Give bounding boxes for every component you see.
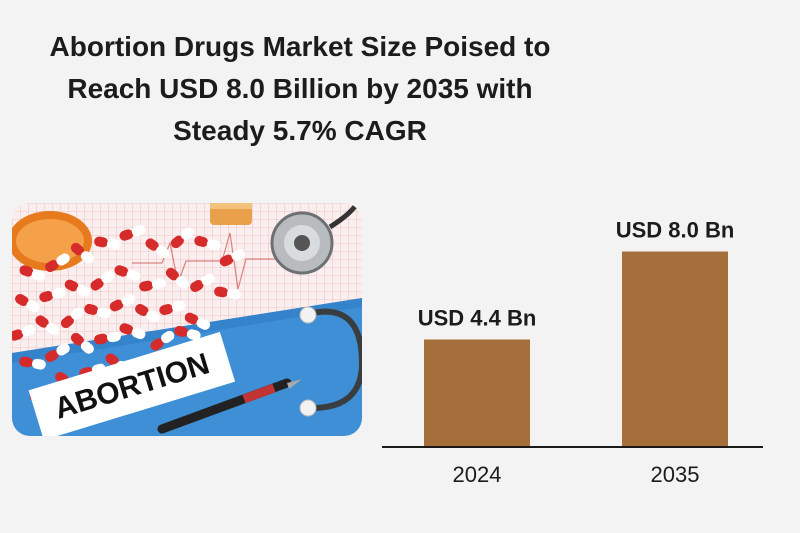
pill-capsule [90, 270, 115, 291]
pill-capsule [190, 273, 215, 292]
pill-capsule [45, 343, 70, 362]
bar-chart: USD 4.4 Bn 2024 USD 8.0 Bn 2035 [370, 100, 790, 520]
pill-capsule [219, 249, 246, 267]
pill-capsule [60, 307, 84, 329]
pill-capsule [39, 287, 66, 303]
pill-capsule [114, 265, 141, 282]
bar-2035 [622, 251, 728, 447]
abortion-pills-photo: ABORTION [12, 203, 362, 436]
x-tick-label-2024: 2024 [453, 462, 502, 487]
pill-bottle-icon [12, 203, 252, 271]
title-line-2: Reach USD 8.0 Billion by 2035 with [67, 73, 533, 104]
pill-capsule [94, 236, 121, 250]
pill-capsule [45, 253, 70, 272]
pill-capsule [135, 304, 160, 323]
pill-capsule [19, 356, 46, 370]
pill-capsule [139, 278, 166, 292]
pill-capsule [12, 324, 36, 341]
pill-capsule [119, 224, 146, 241]
chart-title: Abortion Drugs Market Size Poised to Rea… [0, 26, 600, 152]
title-line-1: Abortion Drugs Market Size Poised to [49, 31, 551, 62]
pill-capsule [70, 332, 94, 354]
pen-icon [157, 378, 302, 434]
pill-capsule [150, 330, 175, 351]
x-tick-label-2035: 2035 [651, 462, 700, 487]
pill-capsule [184, 312, 211, 330]
title-line-3: Steady 5.7% CAGR [173, 115, 427, 146]
data-label-2035: USD 8.0 Bn [616, 218, 735, 243]
pill-capsule [159, 300, 186, 316]
pill-capsule [94, 331, 121, 345]
pill-capsule [70, 242, 94, 264]
data-label-2024: USD 4.4 Bn [418, 306, 537, 331]
pill-capsule [194, 235, 221, 251]
pill-capsule [19, 265, 46, 282]
bar-2024 [424, 339, 530, 447]
pill-capsule [165, 267, 189, 289]
pill-capsule [15, 294, 40, 313]
pill-capsule [64, 279, 91, 297]
pill-capsule [170, 227, 194, 249]
pill-capsule [35, 315, 60, 336]
pill-capsule [109, 294, 136, 312]
pill-capsule [119, 323, 146, 340]
pill-capsule [84, 303, 111, 319]
pill-capsule [214, 286, 241, 300]
pill-capsule [145, 238, 170, 259]
pill-capsule [174, 325, 201, 341]
